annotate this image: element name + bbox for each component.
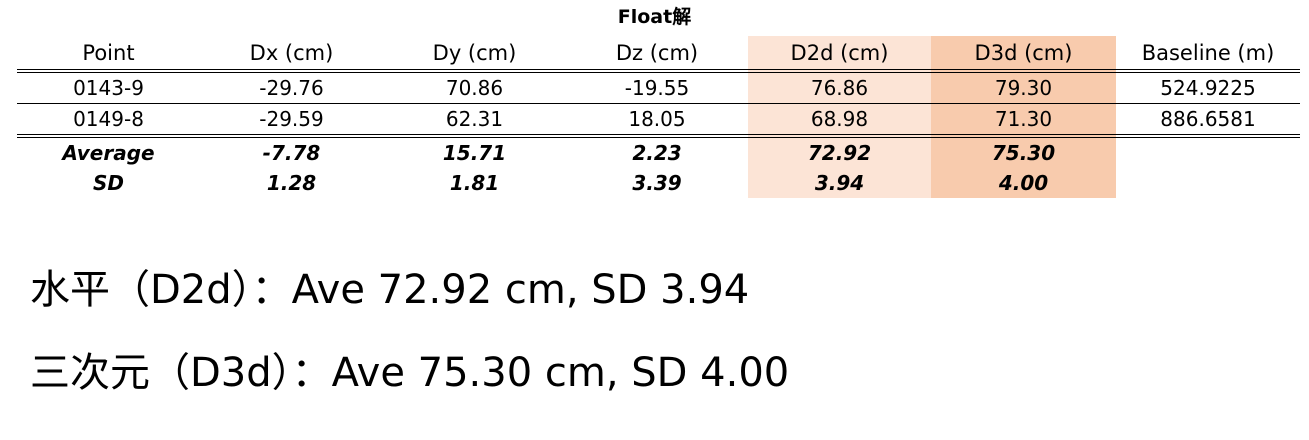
cell-d3d: 71.30 [931, 103, 1116, 138]
header-baseline: Baseline (m) [1116, 36, 1300, 73]
cell-d2d: 68.98 [748, 103, 931, 138]
average-row: Average -7.78 15.71 2.23 72.92 75.30 [17, 136, 1300, 168]
cell-d3d: 79.30 [931, 71, 1116, 104]
cell-dy: 62.31 [383, 103, 566, 138]
float-solution-table: Point Dx (cm) Dy (cm) Dz (cm) D2d (cm) D… [17, 36, 1300, 198]
cell-dy-average: 15.71 [442, 141, 507, 165]
cell-baseline: 524.9225 [1116, 71, 1300, 104]
cell-dz-sd: 3.39 [632, 171, 682, 195]
cell-baseline-average [1116, 136, 1300, 168]
cell-point: 0143-9 [17, 71, 200, 104]
summary-horizontal: 水平（D2d）：Ave 72.92 cm, SD 3.94 [30, 267, 750, 313]
cell-d2d-sd: 3.94 [748, 168, 931, 198]
cell-dx: -29.76 [200, 71, 383, 104]
table-header-row: Point Dx (cm) Dy (cm) Dz (cm) D2d (cm) D… [17, 36, 1300, 73]
header-dy: Dy (cm) [383, 36, 566, 73]
cell-dx-sd: 1.28 [266, 171, 317, 195]
cell-d3d-sd: 4.00 [931, 168, 1116, 198]
cell-dx-average: -7.78 [262, 141, 321, 165]
table-row: 0143-9 -29.76 70.86 -19.55 76.86 79.30 5… [17, 71, 1300, 104]
cell-dy-sd: 1.81 [449, 171, 500, 195]
cell-label-average: Average [62, 141, 155, 165]
header-point: Point [17, 36, 200, 73]
cell-dz: 18.05 [566, 103, 748, 138]
cell-dz-average: 2.23 [632, 141, 682, 165]
cell-d3d-average: 75.30 [931, 136, 1116, 168]
header-dx: Dx (cm) [200, 36, 383, 73]
header-dz: Dz (cm) [566, 36, 748, 73]
cell-d2d-average: 72.92 [748, 136, 931, 168]
cell-dy: 70.86 [383, 71, 566, 104]
table-caption: Float解 [617, 6, 692, 28]
table-row: 0149-8 -29.59 62.31 18.05 68.98 71.30 88… [17, 103, 1300, 138]
summary-3d: 三次元（D3d）：Ave 75.30 cm, SD 4.00 [30, 350, 790, 396]
cell-dx: -29.59 [200, 103, 383, 138]
cell-dz: -19.55 [566, 71, 748, 104]
sd-row: SD 1.28 1.81 3.39 3.94 4.00 [17, 168, 1300, 198]
cell-baseline-sd [1116, 168, 1300, 198]
cell-label-sd: SD [92, 171, 124, 195]
header-d3d: D3d (cm) [931, 36, 1116, 73]
header-d2d: D2d (cm) [748, 36, 931, 73]
cell-baseline: 886.6581 [1116, 103, 1300, 138]
cell-d2d: 76.86 [748, 71, 931, 104]
cell-point: 0149-8 [17, 103, 200, 138]
